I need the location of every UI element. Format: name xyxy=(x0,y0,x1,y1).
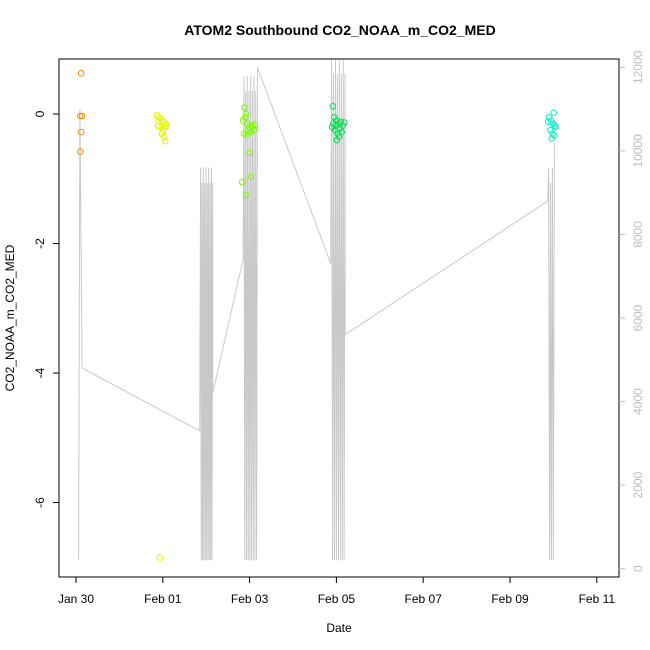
data-point xyxy=(77,69,85,77)
data-point xyxy=(551,122,559,129)
x-tick-label: Jan 30 xyxy=(58,592,94,606)
x-tick-label: Feb 03 xyxy=(231,592,269,606)
data-point xyxy=(161,123,169,131)
x-tick-label: Feb 09 xyxy=(491,592,529,606)
altitude-trace-layer xyxy=(78,58,555,561)
data-point xyxy=(249,123,256,131)
y-right-tick-label: 10000 xyxy=(631,134,645,168)
y-right-tick-label: 0 xyxy=(631,565,645,572)
data-point xyxy=(155,117,162,124)
data-point xyxy=(547,126,554,134)
altitude-trace xyxy=(78,58,555,561)
x-tick-label: Feb 05 xyxy=(318,592,356,606)
data-point xyxy=(163,122,170,129)
y-right-tick-label: 6000 xyxy=(631,304,645,331)
data-point xyxy=(247,173,255,181)
data-point xyxy=(77,148,84,155)
data-point xyxy=(238,178,246,186)
y-right-tick-label: 12000 xyxy=(631,50,645,84)
data-point xyxy=(242,114,249,121)
data-point xyxy=(245,126,252,134)
data-point xyxy=(552,123,559,131)
x-axis-label: Date xyxy=(326,621,352,635)
y-right-tick-label: 4000 xyxy=(631,388,645,415)
data-point xyxy=(156,554,164,561)
data-point xyxy=(335,133,343,140)
x-tick-label: Feb 11 xyxy=(579,592,616,606)
data-point xyxy=(251,121,259,129)
data-point xyxy=(242,110,250,118)
data-point xyxy=(160,133,168,140)
y-left-tick-label: -4 xyxy=(33,367,47,378)
data-point xyxy=(550,109,558,116)
y-axis-label: CO2_NOAA_m_CO2_MED xyxy=(3,244,17,391)
data-point xyxy=(77,128,85,136)
data-point xyxy=(332,122,340,129)
y-right-tick-label: 8000 xyxy=(631,221,645,248)
data-point xyxy=(78,112,86,120)
data-point xyxy=(329,103,337,110)
data-point xyxy=(241,104,248,111)
data-point xyxy=(242,191,250,199)
data-point xyxy=(547,117,555,124)
x-tick-label: Feb 01 xyxy=(144,592,182,606)
data-point xyxy=(544,118,552,126)
x-tick-label: Feb 07 xyxy=(405,592,443,606)
data-points-layer xyxy=(77,69,559,561)
data-point xyxy=(340,119,348,126)
data-point xyxy=(77,112,84,120)
y-left-tick-label: -2 xyxy=(33,238,47,249)
y-left-tick-label: 0 xyxy=(33,110,47,117)
y-right-tick-label: 2000 xyxy=(631,471,645,498)
data-point xyxy=(162,137,169,145)
chart-title: ATOM2 Southbound CO2_NOAA_m_CO2_MED xyxy=(184,22,495,38)
data-point xyxy=(551,132,558,139)
data-point xyxy=(246,149,253,157)
axes-layer: 0 -2 -4 -6 0 2000 4000 6000 8000 10000 12000 Jan 30… xyxy=(33,50,645,606)
y-left-tick-label: -6 xyxy=(33,497,47,508)
